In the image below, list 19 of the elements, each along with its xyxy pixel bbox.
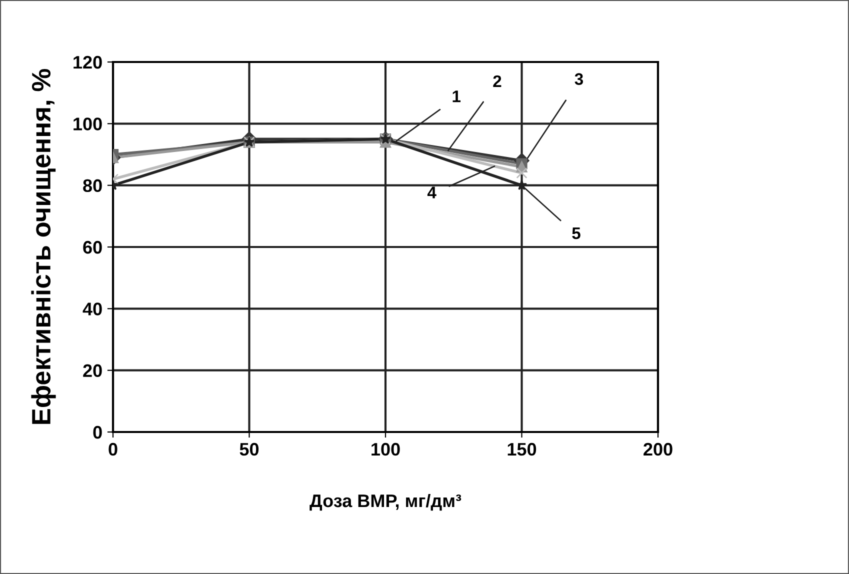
y-tick-label: 40: [82, 302, 102, 316]
x-tick-label: 200: [644, 442, 672, 456]
y-tick-label: 80: [83, 179, 102, 192]
x-tick-label: 150: [508, 442, 536, 456]
annotation: 3: [574, 73, 584, 85]
annotation: 4: [427, 186, 436, 198]
y-tick-label: 0: [93, 426, 102, 439]
annotation: 1: [452, 90, 461, 102]
x-axis-title: Доза ВМР, мг/дм³: [310, 494, 462, 511]
x-tick-label: 0: [108, 442, 118, 456]
y-tick-label: 120: [74, 56, 102, 69]
annotation: 5: [572, 228, 580, 240]
annotation: 2: [493, 75, 502, 87]
x-tick-label: 100: [372, 442, 400, 456]
y-tick-label: 20: [83, 364, 102, 378]
y-axis-title: Ефективність очищення, %: [31, 69, 56, 424]
y-tick-label: 100: [74, 118, 102, 130]
x-tick-label: 50: [240, 442, 259, 456]
y-tick-label: 60: [83, 240, 102, 254]
